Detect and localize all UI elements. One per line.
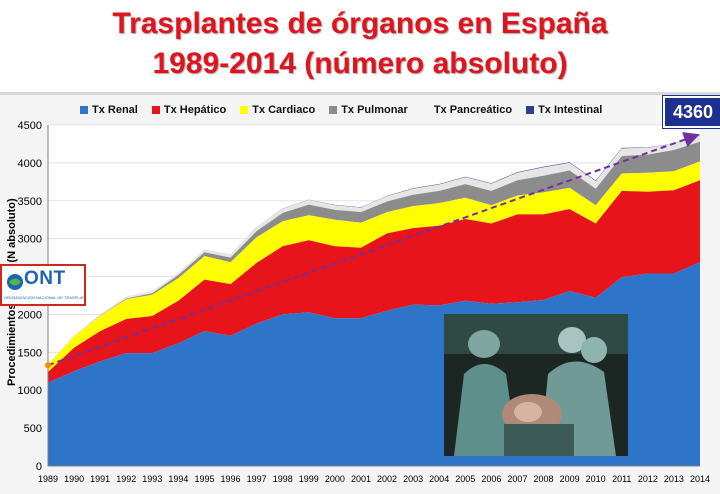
x-tick-label: 1996 <box>221 474 241 484</box>
y-tick-label: 1500 <box>18 347 42 359</box>
x-tick-label: 1991 <box>90 474 110 484</box>
title-line-2: 1989-2014 (número absoluto) <box>152 47 568 80</box>
legend-item: Tx Hepático <box>151 104 227 116</box>
legend-label: Tx Pulmonar <box>341 104 408 116</box>
x-tick-label: 2005 <box>455 474 475 484</box>
legend-label: Tx Intestinal <box>538 104 603 116</box>
trend-arrow <box>47 132 700 367</box>
x-tick-label: 2007 <box>507 474 527 484</box>
ont-logo-subtitle: ORGANIZACIÓN NACIONAL DE TRASPLANTES <box>4 295 84 300</box>
x-tick-label: 1995 <box>194 474 214 484</box>
x-tick-label: 2001 <box>351 474 371 484</box>
legend-swatch <box>329 106 338 114</box>
total-badge: 4360 <box>663 96 720 128</box>
legend-label: Tx Hepático <box>163 104 227 116</box>
x-tick-label: 2009 <box>560 474 580 484</box>
x-tick-label: 2002 <box>377 474 397 484</box>
x-tick-label: 1992 <box>116 474 136 484</box>
y-tick-label: 4500 <box>18 120 42 132</box>
ont-logo-text: ONT <box>24 268 66 289</box>
legend-swatch <box>422 106 430 114</box>
legend-label: Tx Pancreático <box>433 104 513 116</box>
surgery-photo <box>444 314 628 456</box>
surgery-photo-image <box>444 314 628 456</box>
legend-label: Tx Cardiaco <box>252 104 316 116</box>
x-tick-label: 1998 <box>273 474 293 484</box>
area-series-3 <box>48 141 700 365</box>
chart-legend: Tx Renal Tx Hepático Tx Cardiaco Tx Pulmona… <box>80 104 602 116</box>
x-tick-label: 1994 <box>168 474 188 484</box>
x-tick-label: 2006 <box>481 474 501 484</box>
divider <box>0 92 720 95</box>
x-tick-label: 2010 <box>586 474 606 484</box>
x-tick-label: 2004 <box>429 474 449 484</box>
legend-item: Tx Cardiaco <box>240 104 315 116</box>
legend-label: Tx Renal <box>92 104 138 116</box>
x-tick-label: 2012 <box>638 474 658 484</box>
legend-item: Tx Renal <box>80 104 138 116</box>
x-tick-label: 1997 <box>247 474 267 484</box>
x-tick-label: 2003 <box>403 474 423 484</box>
trend-start-point <box>45 362 51 369</box>
area-series-1 <box>48 180 700 383</box>
page-title: Trasplantes de órganos en España 1989-20… <box>0 4 720 84</box>
y-tick-label: 500 <box>24 423 42 435</box>
y-tick-label: 0 <box>36 461 42 473</box>
ont-logo-icon <box>7 274 23 290</box>
legend-swatch <box>80 106 88 114</box>
x-tick-label: 1999 <box>299 474 319 484</box>
legend-swatch <box>240 106 249 114</box>
area-series-2 <box>48 161 700 372</box>
y-tick-label: 1000 <box>18 385 42 397</box>
title-line-1: Trasplantes de órganos en España <box>112 7 608 40</box>
x-tick-label: 1990 <box>64 474 84 484</box>
legend-item: Tx Intestinal <box>526 104 602 116</box>
legend-item: Tx Pulmonar <box>329 104 408 116</box>
y-tick-label: 2000 <box>18 309 42 321</box>
y-tick-label: 3500 <box>18 196 42 208</box>
x-tick-label: 2013 <box>664 474 684 484</box>
x-tick-label: 2000 <box>325 474 345 484</box>
y-tick-label: 4000 <box>18 158 42 170</box>
x-tick-label: 1993 <box>142 474 162 484</box>
y-tick-label: 3000 <box>18 234 42 246</box>
legend-swatch <box>151 106 160 114</box>
x-tick-label: 2011 <box>612 474 631 484</box>
x-tick-label: 2008 <box>534 474 554 484</box>
legend-item: Tx Pancreático <box>422 104 512 116</box>
ont-logo: ONT ORGANIZACIÓN NACIONAL DE TRASPLANTES <box>0 264 86 306</box>
x-tick-label: 2014 <box>690 474 710 484</box>
x-tick-label: 1989 <box>38 474 58 484</box>
legend-swatch <box>526 106 535 114</box>
